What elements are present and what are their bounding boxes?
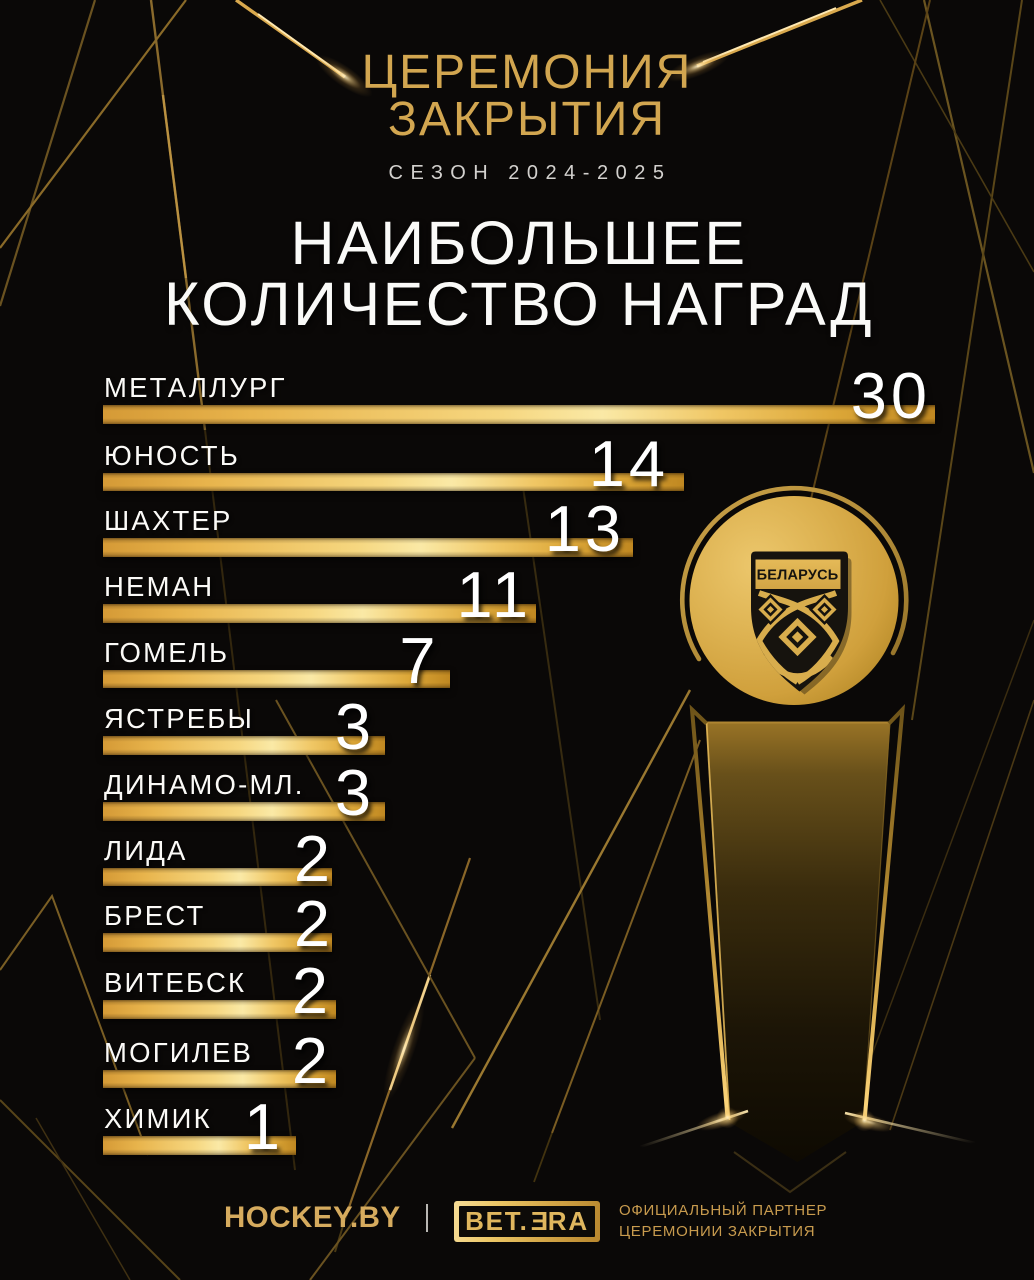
- svg-text:БЕЛАРУСЬ: БЕЛАРУСЬ: [757, 568, 839, 584]
